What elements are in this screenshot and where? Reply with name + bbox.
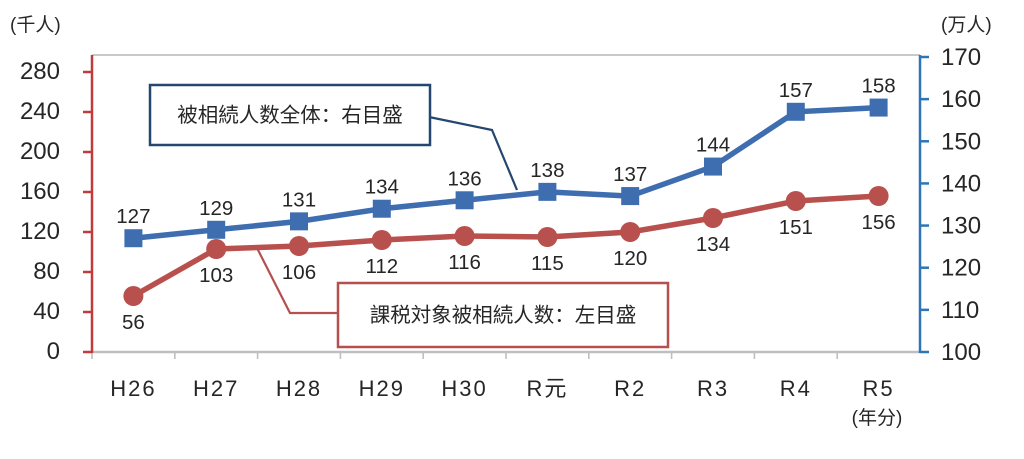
series-taxable-value-label: 103	[199, 264, 233, 287]
series-taxable-value-label: 106	[282, 261, 316, 284]
callout-taxable-label: 課税対象被相続人数：左目盛	[370, 304, 637, 327]
callout-taxable-box	[336, 281, 670, 349]
left-axis-tick-label: 280	[20, 58, 60, 85]
series-total-marker	[786, 102, 805, 121]
series-total-value-label: 131	[282, 188, 316, 211]
series-taxable-value-label: 112	[365, 255, 398, 278]
x-axis-label: H29	[359, 376, 405, 401]
series-total-marker	[290, 212, 308, 231]
series-total-marker	[124, 229, 143, 248]
callout-total: 被相続人数全体：右目盛	[148, 83, 519, 191]
x-axis-label: R3	[697, 376, 729, 401]
series-taxable-marker	[703, 208, 723, 228]
right-axis-unit-label: (万人)	[941, 14, 992, 36]
left-axis-tick-label: 40	[33, 298, 60, 325]
series-total-value-label: 129	[199, 197, 233, 220]
series-total-marker	[704, 157, 722, 176]
series-total-marker	[621, 187, 640, 206]
x-axis-label: H30	[441, 376, 487, 401]
series-total-marker	[455, 191, 474, 210]
series-taxable-marker	[620, 222, 641, 242]
x-axis-label: R2	[614, 376, 646, 401]
x-axis-label: R4	[780, 376, 812, 401]
left-axis-tick-label: 80	[33, 258, 60, 285]
series-total-value-label: 158	[861, 75, 895, 98]
series-taxable-value-label: 134	[696, 233, 730, 256]
x-axis-label: H26	[110, 376, 156, 401]
right-axis-tick-label: 150	[941, 128, 981, 155]
callout-total-box	[148, 83, 432, 147]
series-taxable-marker	[785, 191, 806, 211]
series-taxable-marker	[868, 186, 889, 206]
left-axis-unit-label: (千人)	[10, 14, 61, 36]
right-axis-tick-label: 170	[941, 44, 981, 71]
series-taxable-marker	[206, 239, 227, 259]
series-total-value-label: 144	[696, 134, 730, 157]
axes-layer: H26 H27 H28 H29 H30 R元 R2 R3 R4 R5 0 40 80 120 160 200 2…	[20, 44, 981, 401]
series-taxable-value-label: 115	[531, 252, 564, 275]
series-total-marker	[538, 182, 557, 201]
right-axis-tick-label: 110	[941, 297, 979, 324]
series-taxable-line	[132, 193, 879, 299]
right-axis-tick-label: 140	[941, 170, 981, 197]
series-total-line	[133, 104, 879, 241]
series-total-value-label: 137	[613, 163, 647, 186]
series-taxable-value-label: 151	[779, 216, 813, 239]
series-total-value-label: 136	[447, 167, 481, 190]
series-total-value-label: 127	[116, 205, 150, 228]
right-axis-tick-label: 160	[941, 86, 981, 113]
right-axis-tick-label: 130	[941, 213, 981, 240]
callout-taxable-leader-line	[255, 245, 337, 315]
series-taxable-marker	[289, 236, 309, 256]
series-total-marker	[372, 199, 391, 218]
callout-total-leader-line	[428, 115, 519, 191]
series-taxable-marker	[371, 230, 392, 250]
value-labels-layer: 127 129 131 134 136 138 137 144 157 158 56 103 106 11…	[116, 75, 895, 334]
left-axis-tick-label: 200	[20, 138, 60, 165]
right-axis-tick-label: 100	[941, 339, 981, 366]
callout-taxable: 課税対象被相続人数：左目盛	[255, 245, 670, 349]
series-taxable-value-label: 56	[122, 311, 145, 334]
left-axis-tick-label: 0	[47, 338, 60, 365]
left-axis-tick-label: 240	[20, 98, 60, 125]
left-axis-tick-label: 120	[20, 218, 60, 245]
x-axis-label: R5	[863, 376, 895, 401]
x-axis-label: R元	[526, 376, 568, 401]
right-axis-tick-label: 120	[941, 255, 981, 282]
x-axis-label: H28	[276, 376, 322, 401]
x-axis-label: H27	[193, 376, 239, 401]
series-total-marker	[207, 220, 226, 239]
series-total-value-label: 134	[365, 176, 399, 199]
series-total-value-label: 138	[530, 159, 564, 182]
series-taxable-marker	[454, 226, 475, 246]
series-taxable-marker	[537, 227, 558, 247]
series-taxable-value-label: 156	[861, 211, 895, 234]
series-taxable-marker	[123, 286, 144, 306]
x-axis-unit-label: (年分)	[852, 407, 903, 429]
left-axis-tick-label: 160	[20, 178, 60, 205]
series-total-marker	[869, 98, 888, 117]
series-layer	[123, 98, 889, 306]
callout-total-label: 被相続人数全体：右目盛	[177, 104, 403, 127]
series-taxable-value-label: 116	[448, 251, 481, 274]
series-total-value-label: 157	[779, 79, 813, 102]
series-taxable-value-label: 120	[613, 247, 647, 270]
